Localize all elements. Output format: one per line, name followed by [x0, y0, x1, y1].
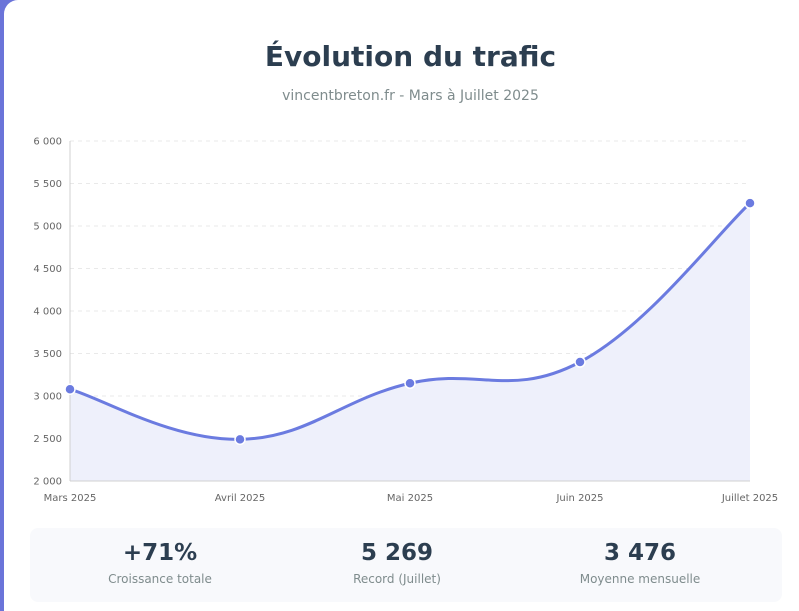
- y-tick-label: 4 000: [33, 307, 62, 318]
- stat-growth-label: Croissance totale: [108, 572, 212, 586]
- x-tick-label: Juin 2025: [555, 493, 603, 504]
- area-fill: [70, 203, 750, 481]
- stat-growth-value: +71%: [122, 540, 198, 566]
- y-tick-label: 5 000: [33, 222, 62, 233]
- chart-card: Évolution du trafic vincentbreton.fr - M…: [4, 0, 799, 611]
- traffic-chart: 2 000 2 500 3 000 3 500 4 000 4 500 5 000 5 500…: [33, 137, 779, 505]
- y-tick-label: 5 500: [33, 179, 62, 190]
- data-point: [404, 377, 416, 389]
- x-tick-label: Juillet 2025: [721, 493, 778, 504]
- chart-subtitle: vincentbreton.fr - Mars à Juillet 2025: [282, 88, 539, 104]
- x-tick-labels: Mars 2025 Avril 2025 Mai 2025 Juin 2025 Juil…: [44, 493, 779, 504]
- x-tick-label: Mars 2025: [44, 493, 97, 504]
- x-tick-label: Mai 2025: [387, 493, 433, 504]
- stat-average: 3 476 Moyenne mensuelle: [515, 528, 765, 586]
- data-point: [574, 356, 586, 368]
- y-tick-labels: 2 000 2 500 3 000 3 500 4 000 4 500 5 000 5 500…: [33, 137, 62, 488]
- x-tick-label: Avril 2025: [215, 493, 265, 504]
- stat-record-value: 5 269: [360, 540, 434, 566]
- y-tick-label: 6 000: [33, 137, 62, 148]
- stat-average-value: 3 476: [603, 540, 677, 566]
- data-point: [64, 383, 76, 395]
- chart-title: Évolution du trafic: [264, 40, 557, 73]
- stat-record-label: Record (Juillet): [353, 572, 441, 586]
- stat-record: 5 269 Record (Juillet): [272, 528, 522, 586]
- y-tick-label: 2 500: [33, 434, 62, 445]
- y-tick-label: 2 000: [33, 477, 62, 488]
- stat-growth: +71% Croissance totale: [35, 528, 285, 586]
- data-points: [64, 197, 756, 446]
- y-tick-label: 4 500: [33, 264, 62, 275]
- stats-panel: +71% Croissance totale 5 269 Record (Jui…: [30, 528, 782, 602]
- stat-average-label: Moyenne mensuelle: [579, 572, 701, 586]
- data-point: [744, 197, 756, 209]
- y-tick-label: 3 000: [33, 392, 62, 403]
- data-point: [234, 433, 246, 446]
- y-tick-label: 3 500: [33, 349, 62, 360]
